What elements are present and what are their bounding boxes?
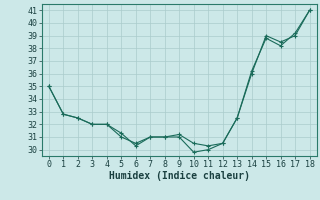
X-axis label: Humidex (Indice chaleur): Humidex (Indice chaleur) [109,171,250,181]
